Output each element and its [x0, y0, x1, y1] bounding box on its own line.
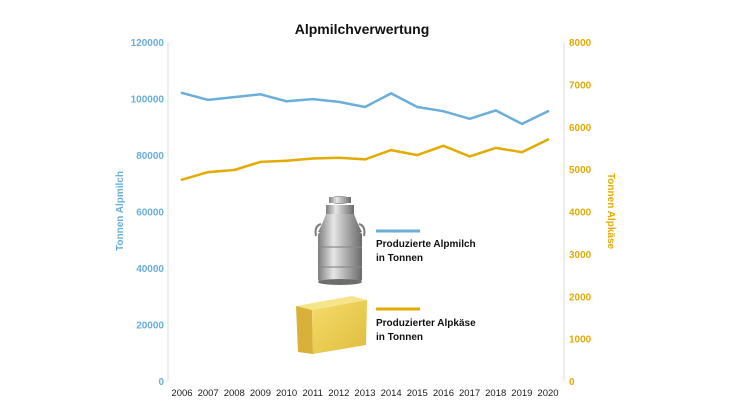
right-tick-label: 1000	[569, 335, 592, 346]
legend: Produzierte Alpmilch in Tonnen Produzier…	[376, 229, 476, 343]
data-point	[206, 170, 210, 174]
data-point	[442, 144, 445, 147]
legend-label-alpkaese-line2: in Tonnen	[376, 332, 423, 343]
right-axis-label: Tonnen Alpkäse	[605, 173, 616, 250]
x-tick-label: 2020	[537, 388, 558, 399]
data-point	[259, 93, 262, 96]
data-point	[520, 151, 524, 154]
data-point	[442, 110, 445, 113]
x-axis-ticks: 2006 2007 2008 2009 2010 2011 2012 2013 2014 2015…	[171, 388, 558, 399]
left-axis-label: Tonnen Alpmilch	[115, 171, 126, 251]
cheese-wedge-icon	[296, 296, 367, 354]
x-tick-label: 2006	[171, 388, 192, 399]
x-tick-label: 2008	[224, 388, 245, 399]
data-point	[180, 91, 184, 95]
x-tick-label: 2015	[407, 388, 428, 399]
data-point	[337, 156, 341, 159]
right-tick-label: 2000	[569, 292, 592, 303]
series-line-0	[180, 91, 550, 126]
left-tick-label: 80000	[136, 151, 164, 162]
legend-label-alpkaese-line1: Produzierter Alpkäse	[376, 318, 476, 329]
data-point	[233, 168, 236, 172]
right-tick-label: 5000	[569, 165, 592, 176]
data-point	[363, 158, 367, 161]
right-tick-label: 4000	[569, 208, 592, 219]
x-tick-label: 2009	[250, 388, 271, 399]
x-tick-label: 2019	[511, 388, 532, 399]
right-tick-label: 3000	[569, 250, 592, 261]
left-tick-label: 0	[158, 377, 164, 388]
data-point	[416, 105, 419, 109]
right-tick-label: 0	[569, 377, 575, 388]
data-point	[468, 155, 471, 158]
data-point	[285, 159, 288, 162]
x-tick-label: 2007	[198, 388, 219, 399]
data-point	[494, 146, 497, 150]
legend-label-alpmilch-line2: in Tonnen	[376, 253, 423, 264]
data-point	[233, 95, 236, 99]
data-point	[337, 100, 341, 104]
chart-title: Alpmilchverwertung	[295, 21, 430, 37]
left-axis-ticks: 0 20000 40000 60000 80000 100000 120000	[131, 38, 165, 388]
data-point	[206, 98, 210, 102]
x-tick-label: 2018	[485, 388, 506, 399]
x-tick-label: 2014	[381, 388, 402, 399]
series-lines	[180, 91, 550, 181]
milk-can-icon	[314, 196, 366, 285]
x-tick-label: 2016	[433, 388, 454, 399]
data-point	[311, 97, 314, 101]
data-point	[468, 117, 471, 121]
data-point	[389, 92, 393, 95]
data-point	[180, 178, 184, 181]
right-tick-label: 7000	[569, 80, 592, 91]
data-point	[416, 153, 419, 157]
left-tick-label: 20000	[136, 321, 164, 332]
legend-label-alpmilch-line1: Produzierte Alpmilch	[376, 239, 476, 250]
data-point	[546, 110, 550, 113]
x-tick-label: 2017	[459, 388, 480, 399]
data-point	[285, 100, 288, 103]
data-point	[363, 105, 367, 109]
x-tick-label: 2010	[276, 388, 297, 399]
left-tick-label: 100000	[131, 95, 165, 106]
left-tick-label: 40000	[136, 264, 164, 275]
x-tick-label: 2012	[328, 388, 349, 399]
x-tick-label: 2013	[354, 388, 375, 399]
right-tick-label: 8000	[569, 38, 592, 49]
x-tick-label: 2011	[302, 388, 322, 399]
data-point	[259, 160, 262, 164]
data-point	[520, 122, 524, 126]
right-tick-label: 6000	[569, 123, 592, 134]
right-axis-ticks: 0 1000 2000 3000 4000 5000 6000 7000 8000	[569, 38, 592, 388]
left-tick-label: 60000	[136, 208, 164, 219]
data-point	[494, 109, 497, 112]
data-point	[546, 138, 550, 141]
left-tick-label: 120000	[131, 38, 165, 49]
data-point	[311, 157, 314, 160]
data-point	[389, 148, 393, 152]
